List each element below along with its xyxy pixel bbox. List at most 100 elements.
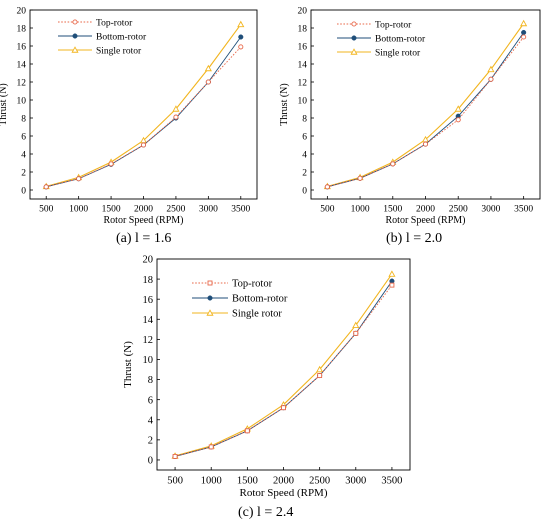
data-point-1 xyxy=(521,29,527,36)
x-tick-label: 1500 xyxy=(102,205,121,215)
data-point-2 xyxy=(388,270,396,277)
data-point-0 xyxy=(140,142,147,148)
y-tick-label: 0 xyxy=(302,186,307,196)
x-tick-label: 2000 xyxy=(273,476,294,487)
legend-label-1: Bottom-rotor xyxy=(96,32,147,42)
x-axis-label: Rotor Speed (RPM) xyxy=(104,215,184,226)
legend-label-2: Single rotor xyxy=(232,309,282,320)
x-axis-label: Rotor Speed (RPM) xyxy=(240,487,328,499)
data-point-0 xyxy=(238,44,244,50)
y-tick-label: 8 xyxy=(148,375,153,386)
x-tick-label: 2000 xyxy=(416,205,435,215)
data-point-0 xyxy=(353,330,359,336)
legend-label-0: Top-rotor xyxy=(232,279,273,290)
chart-panel-1: 500 1000 1500 2000 2500 3000 3500 0 2 4 6 8 10 12 14 16… xyxy=(279,6,541,226)
series-line-0 xyxy=(327,36,524,188)
y-tick-label: 12 xyxy=(298,78,308,88)
caption-b: (b) l = 2.0 xyxy=(386,231,443,246)
x-tick-label: 500 xyxy=(320,205,335,215)
y-tick-label: 10 xyxy=(298,96,308,106)
data-point-0 xyxy=(390,161,396,167)
legend-label-0: Top-rotor xyxy=(375,20,412,30)
legend-marker-0 xyxy=(351,21,357,27)
x-tick-label: 2500 xyxy=(309,476,330,487)
series-line-0 xyxy=(46,46,242,188)
legend-label-1: Bottom-rotor xyxy=(375,34,426,44)
legend-label-0: Top-rotor xyxy=(96,18,133,28)
legend-label-2: Single rotor xyxy=(375,48,421,58)
legend-marker-2 xyxy=(350,48,358,55)
data-point-0 xyxy=(173,114,179,120)
legend-marker-0 xyxy=(207,280,213,286)
data-point-0 xyxy=(317,373,323,379)
y-tick-label: 20 xyxy=(143,255,154,266)
y-tick-label: 18 xyxy=(17,24,27,34)
data-point-0 xyxy=(43,184,49,190)
data-point-0 xyxy=(422,141,429,147)
data-point-1 xyxy=(238,34,244,40)
data-point-2 xyxy=(487,65,495,73)
y-tick-label: 18 xyxy=(298,24,308,34)
data-point-0 xyxy=(281,405,286,411)
data-point-0 xyxy=(389,282,395,288)
data-point-0 xyxy=(521,34,527,40)
legend-marker-0 xyxy=(72,19,78,25)
y-tick-label: 6 xyxy=(148,395,153,406)
data-point-0 xyxy=(244,428,250,434)
data-point-2 xyxy=(454,105,462,112)
data-point-0 xyxy=(205,79,211,85)
y-tick-label: 0 xyxy=(148,456,153,467)
y-tick-label: 8 xyxy=(302,114,307,124)
data-point-0 xyxy=(172,453,178,459)
x-tick-label: 3500 xyxy=(231,205,250,215)
x-tick-label: 500 xyxy=(39,205,54,215)
data-point-2 xyxy=(352,321,360,329)
x-tick-label: 1500 xyxy=(383,205,402,215)
y-tick-label: 16 xyxy=(17,42,27,52)
y-axis-label: Thrust (N) xyxy=(122,341,134,388)
y-axis-label: Thrust (N) xyxy=(0,83,9,126)
y-tick-label: 4 xyxy=(302,150,307,160)
y-tick-label: 14 xyxy=(298,60,308,70)
data-point-0 xyxy=(108,161,114,167)
data-point-0 xyxy=(324,184,330,190)
y-tick-label: 4 xyxy=(148,415,154,426)
plot-frame xyxy=(156,258,411,471)
legend-marker-1 xyxy=(351,35,357,41)
chart-panel-2: 500 1000 1500 2000 2500 3000 3500 0 2 4 6 8 10 12 14 16… xyxy=(122,255,411,499)
legend-label-1: Bottom-rotor xyxy=(232,294,288,305)
legend-marker-1 xyxy=(207,295,213,301)
series-line-1 xyxy=(46,36,242,188)
x-tick-label: 3000 xyxy=(199,205,218,215)
data-point-0 xyxy=(357,175,363,181)
data-point-0 xyxy=(76,176,82,182)
y-tick-label: 14 xyxy=(143,315,154,326)
data-point-2 xyxy=(237,20,245,28)
y-tick-label: 10 xyxy=(143,355,154,366)
y-tick-label: 2 xyxy=(148,436,153,447)
x-tick-label: 2500 xyxy=(449,205,468,215)
x-tick-label: 1500 xyxy=(237,476,258,487)
x-tick-label: 3500 xyxy=(514,205,533,215)
y-tick-label: 0 xyxy=(21,186,26,196)
data-point-2 xyxy=(204,64,212,72)
data-point-2 xyxy=(520,19,528,27)
x-tick-label: 1000 xyxy=(351,205,370,215)
series-line-1 xyxy=(327,32,525,188)
x-axis-label: Rotor Speed (RPM) xyxy=(386,215,466,226)
data-point-0 xyxy=(208,444,214,450)
x-tick-label: 500 xyxy=(167,476,183,487)
caption-a: (a) l = 1.6 xyxy=(116,231,172,246)
data-point-2 xyxy=(316,365,324,373)
y-tick-label: 16 xyxy=(143,295,154,306)
x-tick-label: 3000 xyxy=(345,476,366,487)
y-tick-label: 2 xyxy=(302,168,307,178)
x-tick-label: 2500 xyxy=(166,205,185,215)
x-tick-label: 3500 xyxy=(381,476,402,487)
x-tick-label: 3000 xyxy=(481,205,500,215)
x-tick-label: 1000 xyxy=(69,205,88,215)
y-tick-label: 6 xyxy=(21,132,26,142)
legend-label-2: Single rotor xyxy=(96,46,142,56)
